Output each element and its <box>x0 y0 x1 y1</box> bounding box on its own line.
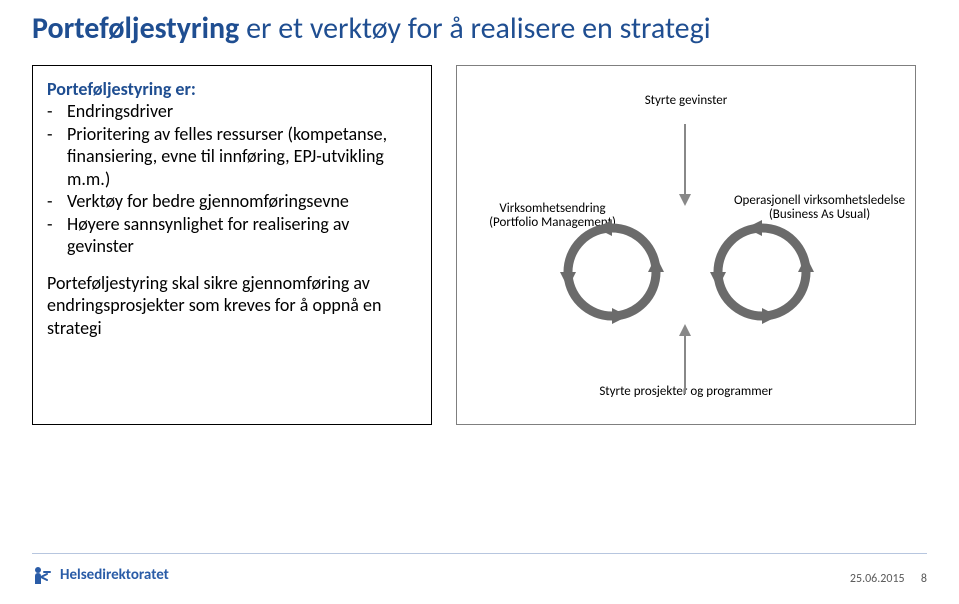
footer-page: 8 <box>921 572 927 586</box>
bullet-block: Porteføljestyring er: - Endringsdriver -… <box>47 78 417 258</box>
footer-date: 25.06.2015 <box>850 572 905 586</box>
arrow-down-icon <box>675 124 695 206</box>
title-accent: Porteføljestyring <box>32 10 239 47</box>
bullet-text: Prioritering av felles ressurser (kompet… <box>67 123 417 191</box>
list-item: - Prioritering av felles ressurser (komp… <box>47 123 417 191</box>
arrow-up-icon <box>675 324 695 394</box>
box-paragraph: Porteføljestyring skal sikre gjennomføri… <box>47 272 417 340</box>
dash-icon: - <box>47 100 67 123</box>
bullet-text: Endringsdriver <box>67 100 417 123</box>
diagram-box: Styrte gevinster Virksomhetsendring (Por… <box>456 65 916 425</box>
list-item: - Endringsdriver <box>47 100 417 123</box>
page-title: Porteføljestyring er et verktøy for å re… <box>32 12 927 47</box>
definition-box: Porteføljestyring er: - Endringsdriver -… <box>32 65 432 425</box>
diagram-label-top: Styrte gevinster <box>457 94 915 109</box>
diagram-left-title: Virksomhetsendring <box>499 201 605 216</box>
footer: Helsedirektoratet 25.06.2015 8 <box>32 564 927 586</box>
content-row: Porteføljestyring er: - Endringsdriver -… <box>32 65 927 425</box>
footer-divider <box>32 553 927 554</box>
box-heading: Porteføljestyring er: <box>47 78 417 101</box>
diagram-right-title: Operasjonell virksomhetsledelse <box>734 193 905 208</box>
slide: Porteføljestyring er et verktøy for å re… <box>0 0 959 604</box>
dash-icon: - <box>47 213 67 258</box>
dash-icon: - <box>47 190 67 213</box>
footer-meta: 25.06.2015 8 <box>850 572 927 586</box>
logo-text: Helsedirektoratet <box>60 566 169 584</box>
logo: Helsedirektoratet <box>32 564 169 586</box>
list-item: - Høyere sannsynlighet for realisering a… <box>47 213 417 258</box>
bullet-text: Høyere sannsynlighet for realisering av … <box>67 213 417 258</box>
cycle-left-icon <box>556 216 668 328</box>
logo-icon <box>32 564 54 586</box>
list-item: - Verktøy for bedre gjennomføringsevne <box>47 190 417 213</box>
title-rest: er et verktøy for å realisere en strateg… <box>239 10 710 47</box>
dash-icon: - <box>47 123 67 191</box>
cycle-right-icon <box>706 216 818 328</box>
bullet-text: Verktøy for bedre gjennomføringsevne <box>67 190 417 213</box>
